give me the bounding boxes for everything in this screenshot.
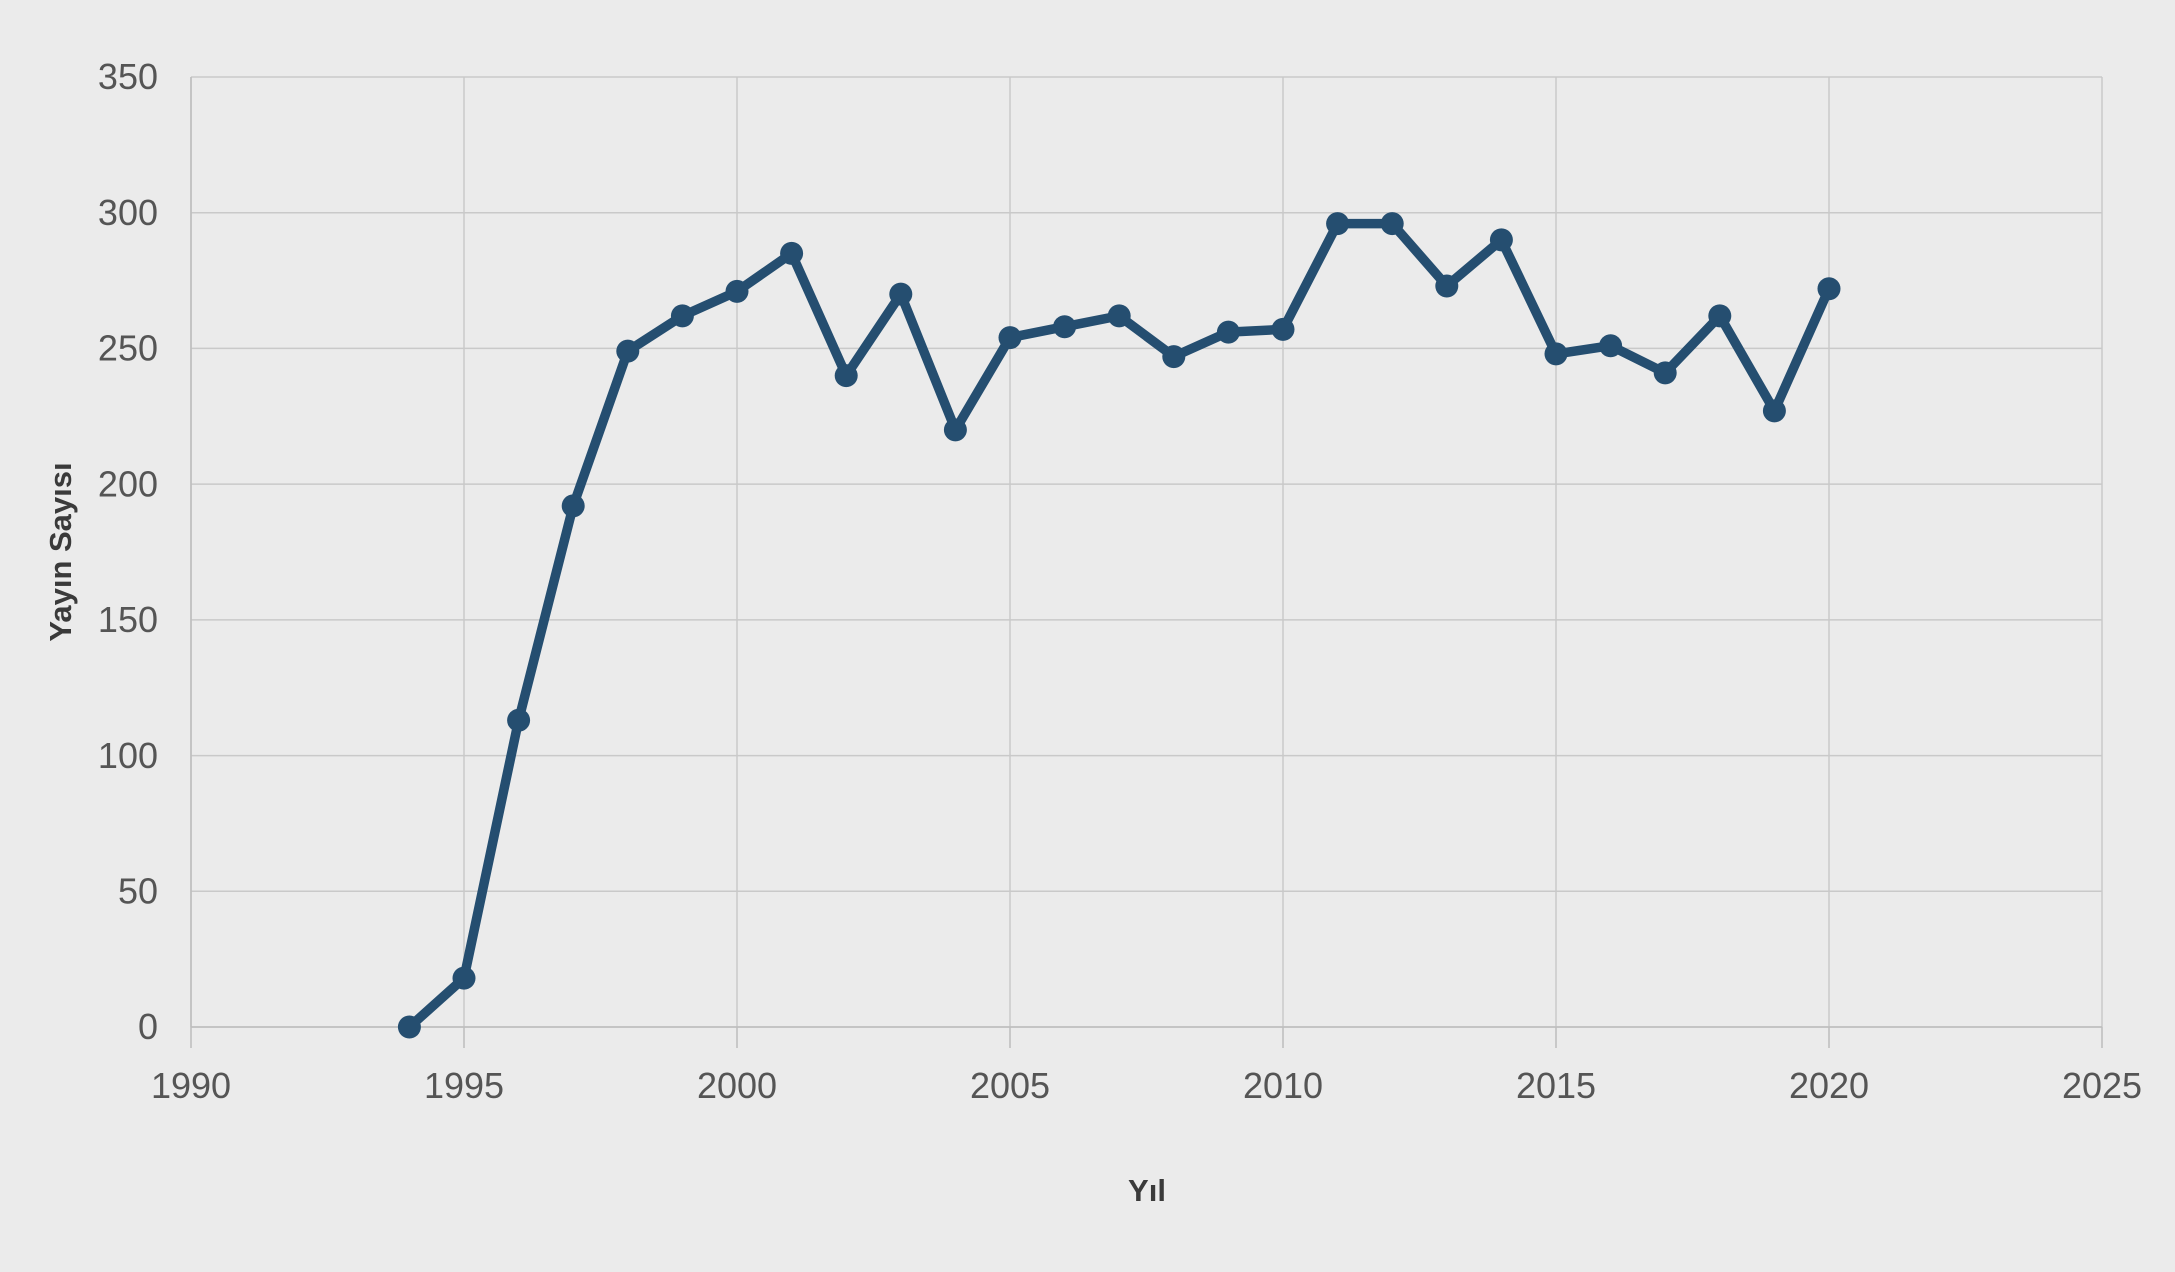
data-point-2017 <box>1653 361 1677 385</box>
data-point-2000 <box>725 279 749 303</box>
y-tick-label-50: 50 <box>118 871 158 912</box>
x-tick-label-1995: 1995 <box>424 1065 504 1106</box>
data-point-2008 <box>1162 345 1186 369</box>
data-point-2012 <box>1380 212 1404 236</box>
data-point-1994 <box>397 1015 421 1039</box>
data-point-2019 <box>1762 399 1786 423</box>
data-point-2011 <box>1326 212 1350 236</box>
x-tick-label-1990: 1990 <box>151 1065 231 1106</box>
data-point-1999 <box>670 304 694 328</box>
x-axis-title: Yıl <box>1128 1173 1166 1208</box>
y-tick-label-350: 350 <box>98 56 158 97</box>
x-tick-label-2025: 2025 <box>2062 1065 2142 1106</box>
y-tick-label-300: 300 <box>98 192 158 233</box>
data-point-1997 <box>561 494 585 518</box>
data-point-2005 <box>998 326 1022 350</box>
data-point-2010 <box>1271 317 1295 341</box>
data-point-2020 <box>1817 277 1841 301</box>
data-point-2015 <box>1544 342 1568 366</box>
y-tick-label-100: 100 <box>98 735 158 776</box>
data-point-2016 <box>1599 334 1623 358</box>
data-point-1996 <box>507 708 531 732</box>
data-point-1998 <box>616 339 640 363</box>
data-point-2013 <box>1435 274 1459 298</box>
data-point-2018 <box>1708 304 1732 328</box>
x-tick-label-2000: 2000 <box>697 1065 777 1106</box>
y-axis-title: Yayın Sayısı <box>43 462 78 642</box>
data-point-2004 <box>943 418 967 442</box>
x-tick-label-2020: 2020 <box>1789 1065 1869 1106</box>
data-point-2014 <box>1489 228 1513 252</box>
x-tick-label-2015: 2015 <box>1516 1065 1596 1106</box>
data-point-2007 <box>1107 304 1131 328</box>
data-point-2002 <box>834 364 858 388</box>
x-tick-label-2010: 2010 <box>1243 1065 1323 1106</box>
x-tick-label-2005: 2005 <box>970 1065 1050 1106</box>
y-tick-label-250: 250 <box>98 328 158 369</box>
data-point-1995 <box>452 966 476 990</box>
y-tick-label-0: 0 <box>138 1006 158 1047</box>
data-point-2001 <box>780 241 804 265</box>
data-point-2006 <box>1053 315 1077 339</box>
data-point-2009 <box>1216 320 1240 344</box>
y-tick-label-150: 150 <box>98 599 158 640</box>
data-point-2003 <box>889 282 913 306</box>
y-tick-label-200: 200 <box>98 463 158 504</box>
